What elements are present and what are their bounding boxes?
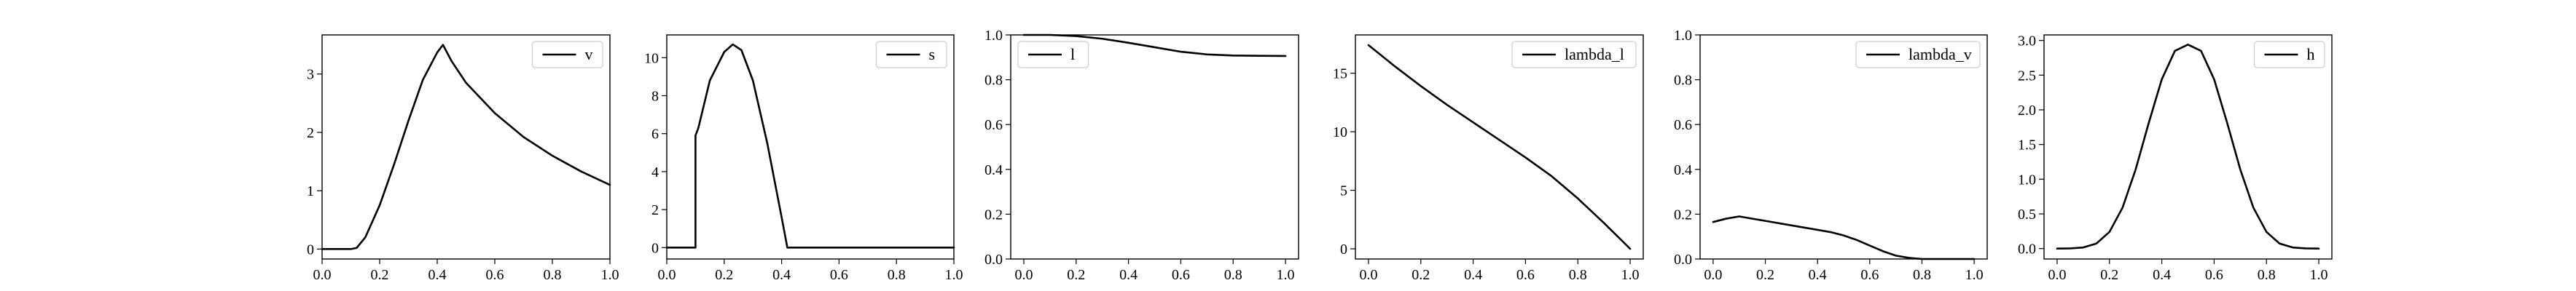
y-tick-label: 2.0 [2018,103,2036,119]
y-tick-label: 2.5 [2018,68,2036,84]
y-tick-label: 0.4 [984,162,1003,178]
y-tick-label: 0.8 [1674,73,1692,89]
x-tick-label: 0.6 [830,267,848,283]
x-tick-label: 0.0 [313,267,332,283]
x-tick-label: 0.8 [2258,267,2276,283]
y-tick-label: 1.0 [1674,28,1692,44]
x-tick-label: 0.4 [1119,267,1138,283]
series-line-h [2056,44,2320,250]
x-tick-label: 0.0 [1704,267,1722,283]
y-tick-label: 6 [651,127,659,143]
x-tick-label: 1.0 [1277,267,1295,283]
series-line-l [1022,33,1287,57]
x-tick-label: 0.2 [1756,267,1774,283]
series-line-s [665,43,955,249]
x-tick-label: 1.0 [1621,267,1640,283]
chart-panel-4: 0.0 0.2 0.4 0.6 0.8 1.0 0 5 10 15 lambda_l [1333,34,1644,283]
legend-label: h [2307,45,2315,63]
y-tick-label: 0.6 [1674,117,1692,133]
x-tick-label: 0.2 [1067,267,1085,283]
chart-panel-1: 0.0 0.2 0.4 0.6 0.8 1.0 0 1 2 3 v [307,34,619,283]
x-tick-label: 0.6 [1860,267,1879,283]
y-tick-label: 5 [1340,183,1347,199]
legend-label: s [929,45,936,63]
legend-label: v [585,45,593,63]
y-tick-label: 0.4 [1674,162,1692,178]
y-tick-label: 0.0 [2018,242,2036,258]
y-tick-label: 10 [644,50,659,66]
x-tick-label: 0.8 [544,267,562,283]
y-tick-label: 0.8 [984,73,1003,89]
x-tick-label: 1.0 [2310,267,2328,283]
y-tick-label: 0.0 [984,252,1003,268]
x-tick-label: 0.8 [888,267,906,283]
y-tick-label: 2 [651,202,659,218]
y-tick-label: 10 [1333,124,1347,140]
x-tick-label: 0.4 [772,267,791,283]
y-tick-label: 1 [307,183,314,199]
chart-panel-6: 0.0 0.2 0.4 0.6 0.8 1.0 0.0 0.5 1.0 1.5 2.0 2.5 3.0 h [2018,33,2333,283]
x-tick-label: 0.4 [2153,267,2171,283]
chart-panel-3: 0.0 0.2 0.4 0.6 0.8 1.0 0.0 0.2 0.4 0.6 0.8 1.0 l [984,28,1299,283]
x-tick-label: 1.0 [945,267,963,283]
x-tick-label: 1.0 [601,267,619,283]
x-tick-label: 0.8 [1224,267,1242,283]
axes-frame [1699,34,1988,260]
x-tick-label: 0.6 [1516,267,1535,283]
y-tick-label: 3.0 [2018,33,2036,49]
x-tick-label: 0.4 [1809,267,1827,283]
legend-label: lambda_v [1908,45,1972,63]
chart-panel-5: 0.0 0.2 0.4 0.6 0.8 1.0 0.0 0.2 0.4 0.6 0.8 1.0 lamb… [1674,28,1988,283]
series-line-lambda_l [1367,44,1632,250]
y-tick-label: 3 [307,67,314,83]
axes-frame [1355,34,1644,260]
x-tick-label: 0.0 [1359,267,1377,283]
axes-frame [2043,34,2333,260]
x-tick-label: 0.6 [2205,267,2223,283]
y-tick-label: 8 [651,89,659,105]
x-tick-label: 0.0 [658,267,676,283]
y-tick-label: 0.2 [1674,207,1692,223]
axes-frame [666,34,955,260]
x-tick-label: 0.2 [371,267,389,283]
x-tick-label: 0.2 [1412,267,1430,283]
x-tick-label: 0.0 [1014,267,1033,283]
x-tick-label: 1.0 [1965,267,1984,283]
y-tick-label: 0.2 [984,207,1003,223]
x-tick-label: 0.2 [2100,267,2118,283]
y-tick-label: 4 [651,164,659,180]
x-tick-label: 0.2 [715,267,733,283]
y-tick-label: 0.0 [1674,252,1692,268]
legend-label: lambda_l [1565,45,1624,63]
y-tick-label: 0 [1340,242,1347,258]
y-tick-label: 0.5 [2018,207,2036,223]
legend-label: l [1070,45,1075,63]
legend-box [1855,41,1981,68]
y-tick-label: 1.0 [984,28,1003,44]
x-tick-label: 0.4 [1464,267,1482,283]
chart-panel-2: 0.0 0.2 0.4 0.6 0.8 1.0 0 2 4 6 8 10 s [644,34,963,283]
x-tick-label: 0.4 [428,267,447,283]
y-tick-label: 0 [651,240,659,256]
series-line-v [321,44,611,250]
y-tick-label: 1.5 [2018,137,2036,154]
x-tick-label: 0.6 [1172,267,1190,283]
axes-frame [321,34,611,260]
y-tick-label: 0 [307,242,314,258]
y-tick-label: 15 [1333,66,1347,82]
y-tick-label: 1.0 [2018,172,2036,188]
x-tick-label: 0.0 [2048,267,2066,283]
axes-frame [1010,34,1299,260]
x-tick-label: 0.6 [486,267,504,283]
y-tick-label: 0.6 [984,117,1003,133]
x-tick-label: 0.8 [1913,267,1931,283]
series-line-lambda_v [1712,215,1976,260]
y-tick-label: 2 [307,125,314,141]
legend-box [1511,41,1637,68]
x-tick-label: 0.8 [1569,267,1587,283]
